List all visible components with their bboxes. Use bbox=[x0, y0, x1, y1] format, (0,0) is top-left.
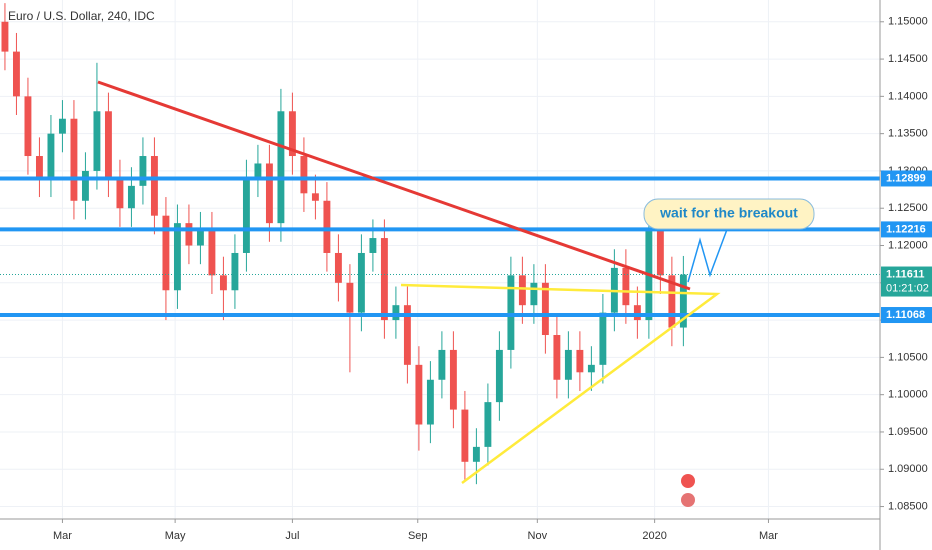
candle-body bbox=[495, 349, 503, 403]
candle-body bbox=[472, 446, 480, 462]
y-tick-label: 1.10000 bbox=[888, 389, 928, 401]
candle-body bbox=[12, 51, 20, 97]
candle-body bbox=[1, 21, 9, 52]
candle-body bbox=[576, 349, 584, 373]
candle-body bbox=[219, 275, 227, 291]
y-tick-label: 1.09500 bbox=[888, 426, 928, 438]
candle-body bbox=[254, 163, 262, 179]
candle-body bbox=[507, 275, 515, 350]
countdown: 01:21:02 bbox=[886, 282, 929, 294]
candle-body bbox=[231, 252, 239, 291]
level-label: 1.12899 bbox=[886, 172, 926, 184]
candle-body bbox=[564, 349, 572, 380]
candle-body bbox=[392, 305, 400, 321]
candle-body bbox=[415, 364, 423, 425]
candle-body bbox=[323, 200, 331, 253]
candle-body bbox=[311, 193, 319, 201]
candle-body bbox=[242, 178, 250, 253]
icon bbox=[681, 474, 695, 488]
level-label-box bbox=[881, 221, 932, 238]
candle-body bbox=[116, 178, 124, 209]
callout bbox=[643, 198, 815, 230]
candle-body bbox=[438, 349, 446, 380]
candle-body bbox=[599, 312, 607, 365]
x-tick-label: Nov bbox=[528, 530, 548, 542]
candle-body bbox=[24, 96, 32, 157]
candle-body bbox=[679, 274, 687, 328]
x-tick-label: Jul bbox=[285, 530, 299, 542]
candle-body bbox=[162, 215, 170, 291]
candle-body bbox=[380, 238, 388, 321]
triangle bbox=[400, 283, 721, 485]
candle-body bbox=[265, 163, 273, 224]
candle-body bbox=[35, 156, 43, 179]
candle-body bbox=[93, 111, 101, 171]
candle-body bbox=[139, 156, 147, 186]
candle-body bbox=[484, 402, 492, 447]
candle-body bbox=[449, 349, 457, 410]
candle-body bbox=[300, 156, 308, 194]
y-tick-label: 1.14000 bbox=[888, 90, 928, 102]
last-price-box bbox=[881, 266, 932, 297]
last-price-label: 1.11611 bbox=[886, 268, 925, 280]
y-tick-label: 1.14500 bbox=[888, 53, 928, 65]
candle-body bbox=[47, 133, 55, 179]
trend-line bbox=[97, 80, 691, 291]
candle-body bbox=[357, 252, 365, 313]
x-tick-label: Sep bbox=[408, 530, 428, 542]
candle-body bbox=[461, 409, 469, 462]
candle-body bbox=[150, 156, 158, 216]
chart-title: Euro / U.S. Dollar, 240, IDC bbox=[8, 9, 155, 23]
candle-body bbox=[346, 282, 354, 313]
candle-body bbox=[633, 305, 641, 321]
y-tick-label: 1.09000 bbox=[888, 463, 928, 475]
y-tick-label: 1.08500 bbox=[888, 500, 928, 512]
candle-body bbox=[369, 238, 377, 253]
level-label: 1.11068 bbox=[886, 309, 925, 321]
arrow bbox=[687, 199, 739, 283]
candle-body bbox=[587, 364, 595, 373]
x-tick-label: 2020 bbox=[642, 530, 666, 542]
candle-body bbox=[288, 111, 296, 157]
candle-body bbox=[104, 111, 112, 179]
x-tick-label: Mar bbox=[759, 530, 778, 542]
candle-body bbox=[403, 305, 411, 365]
candle-body bbox=[334, 252, 342, 283]
candle-body bbox=[553, 335, 561, 380]
x-tick-label: Mar bbox=[53, 530, 72, 542]
callout-text: wait for the breakout bbox=[659, 205, 798, 221]
level-label-box bbox=[881, 307, 932, 324]
candle-body bbox=[58, 118, 66, 134]
candle-body bbox=[70, 118, 78, 201]
y-tick-label: 1.12000 bbox=[888, 239, 928, 251]
y-tick-label: 1.10500 bbox=[888, 351, 928, 363]
y-tick-label: 1.12500 bbox=[888, 202, 928, 214]
candle-body bbox=[541, 282, 549, 336]
candle-body bbox=[81, 170, 89, 201]
candle-body bbox=[530, 282, 538, 306]
candle-body bbox=[196, 230, 204, 246]
level-label-box bbox=[881, 170, 932, 187]
candle-body bbox=[426, 379, 434, 425]
y-tick-label: 1.15000 bbox=[888, 16, 928, 28]
y-tick-label: 1.13500 bbox=[888, 128, 928, 140]
x-tick-label: May bbox=[165, 530, 186, 542]
candle-body bbox=[518, 275, 526, 306]
candle-body bbox=[208, 230, 216, 276]
candle-body bbox=[277, 111, 285, 224]
candle-body bbox=[668, 275, 676, 328]
candle-body bbox=[127, 185, 135, 209]
level-label: 1.12216 bbox=[886, 223, 926, 235]
candle-body bbox=[622, 267, 630, 306]
candle-body bbox=[656, 230, 664, 276]
candle-body bbox=[185, 223, 193, 246]
icon bbox=[681, 493, 695, 507]
candle-body bbox=[173, 223, 181, 291]
